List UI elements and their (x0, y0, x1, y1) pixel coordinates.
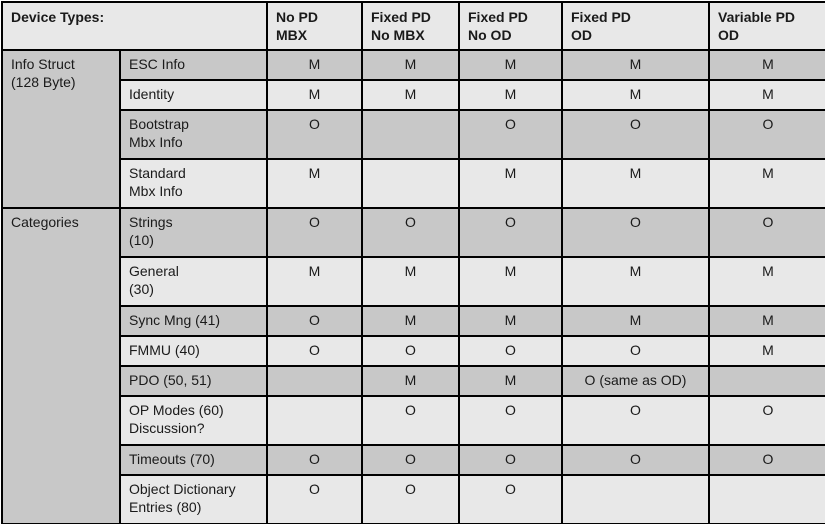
row-label: Standard Mbx Info (119, 157, 268, 209)
table-cell: O (561, 108, 710, 160)
table-cell: M (266, 48, 363, 81)
table-cell: M (708, 255, 825, 307)
table-cell: M (708, 304, 825, 337)
table-cell: M (361, 78, 460, 111)
table-cell: O (458, 443, 563, 476)
table-cell: O (361, 443, 460, 476)
table-row: Object Dictionary Entries (80) O O O (2, 473, 825, 524)
table-cell: O (266, 206, 363, 258)
table-cell: M (266, 78, 363, 111)
table-cell: O (708, 394, 825, 446)
table-cell: M (458, 157, 563, 209)
table-cell: O (266, 473, 363, 524)
table-cell: M (561, 48, 710, 81)
table-cell: O (458, 473, 563, 524)
table-cell (266, 364, 363, 397)
table-row: Timeouts (70) O O O O O (2, 443, 825, 476)
table-row: Categories Strings (10) O O O O O (1, 206, 825, 524)
table-row: PDO (50, 51) M M O (same as OD) (2, 364, 825, 397)
table-cell: O (same as OD) (561, 364, 710, 397)
column-header-fixed-pd-no-od: Fixed PD No OD (458, 1, 563, 51)
row-label: Identity (119, 78, 268, 111)
table-row: Bootstrap Mbx Info O O O O (2, 108, 825, 160)
table-cell: O (266, 334, 363, 367)
table-cell: M (708, 48, 825, 81)
table-cell: O (458, 108, 563, 160)
group-cell-info-struct: Info Struct (128 Byte) (1, 48, 121, 209)
table-cell: M (458, 255, 563, 307)
table-header-row: Device Types: No PD MBX Fixed PD No MBX … (1, 1, 825, 51)
row-label: PDO (50, 51) (119, 364, 268, 397)
table-cell: O (458, 394, 563, 446)
device-types-header: Device Types: (1, 1, 268, 51)
table-row: Standard Mbx Info M M M M (2, 157, 825, 209)
table-cell (561, 473, 710, 524)
table-cell: O (708, 108, 825, 160)
table-cell: O (561, 394, 710, 446)
table-cell (266, 394, 363, 446)
table-cell: O (458, 206, 563, 258)
table-cell: O (361, 394, 460, 446)
table-row: OP Modes (60) Discussion? O O O O (2, 394, 825, 446)
table-cell: M (266, 255, 363, 307)
row-label: General (30) (119, 255, 268, 307)
table-cell: O (361, 206, 460, 258)
group-cell-categories: Categories (1, 206, 121, 524)
table-cell (361, 108, 460, 160)
table-cell: O (266, 304, 363, 337)
row-label: Object Dictionary Entries (80) (119, 473, 268, 524)
table-cell: M (361, 255, 460, 307)
table-cell: M (361, 364, 460, 397)
table-cell: M (561, 255, 710, 307)
row-label: Bootstrap Mbx Info (119, 108, 268, 160)
row-label: Strings (10) (119, 206, 268, 258)
table-cell: M (266, 157, 363, 209)
table-row: FMMU (40) O O O O M (2, 334, 825, 367)
table-row: Info Struct (128 Byte) ESC Info M M M M … (1, 48, 825, 209)
table-cell (708, 473, 825, 524)
table-row: General (30) M M M M M (2, 255, 825, 307)
table-row: Sync Mng (41) O M M M M (2, 304, 825, 337)
table-cell: M (561, 304, 710, 337)
row-label: ESC Info (119, 48, 268, 81)
table-cell: M (458, 78, 563, 111)
table-cell: O (361, 334, 460, 367)
table-cell: O (361, 473, 460, 524)
column-header-no-pd-mbx: No PD MBX (266, 1, 363, 51)
table-cell (708, 364, 825, 397)
table-cell: O (708, 443, 825, 476)
column-header-fixed-pd-od: Fixed PD OD (561, 1, 710, 51)
table-cell: O (561, 206, 710, 258)
table-cell: O (266, 443, 363, 476)
table-cell: M (561, 157, 710, 209)
row-label: FMMU (40) (119, 334, 268, 367)
column-header-fixed-pd-no-mbx: Fixed PD No MBX (361, 1, 460, 51)
table-cell: O (266, 108, 363, 160)
column-header-variable-pd-od: Variable PD OD (708, 1, 825, 51)
table-cell: M (458, 364, 563, 397)
row-label: Sync Mng (41) (119, 304, 268, 337)
table-cell: M (361, 48, 460, 81)
row-label: Timeouts (70) (119, 443, 268, 476)
table-cell (361, 157, 460, 209)
table-cell: O (561, 334, 710, 367)
table-cell: M (458, 48, 563, 81)
row-label: OP Modes (60) Discussion? (119, 394, 268, 446)
table-cell: M (458, 304, 563, 337)
table-cell: M (708, 157, 825, 209)
table-cell: M (361, 304, 460, 337)
table-cell: M (708, 334, 825, 367)
table-cell: O (458, 334, 563, 367)
table-cell: M (561, 78, 710, 111)
table-cell: O (561, 443, 710, 476)
table-cell: M (708, 78, 825, 111)
table-cell: O (708, 206, 825, 258)
table-row: Identity M M M M M (2, 78, 825, 111)
